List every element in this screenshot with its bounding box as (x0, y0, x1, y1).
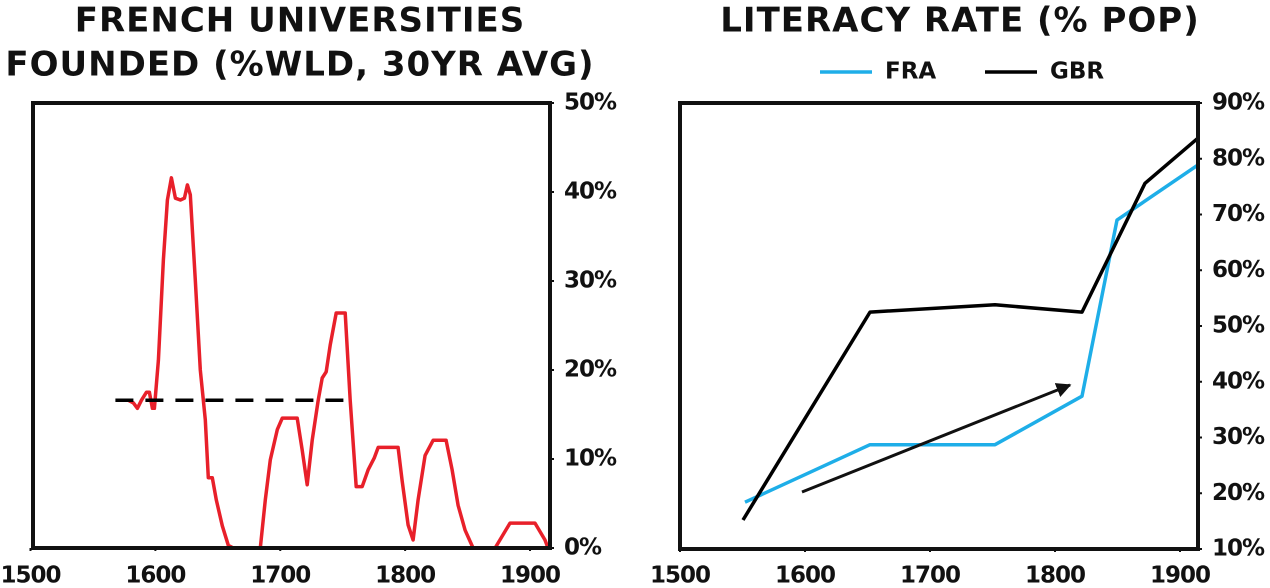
y-tick-label: 0% (564, 535, 602, 561)
y-tick-label: 30% (564, 268, 617, 294)
plot-frame (31, 101, 552, 550)
y-tick-label: 50% (1212, 313, 1265, 339)
trend-arrow (801, 383, 1072, 494)
y-tick-label: 40% (564, 179, 617, 205)
x-tick-label: 1500 (650, 563, 710, 588)
y-tick-label: 60% (1212, 257, 1265, 283)
y-tick-label: 70% (1212, 201, 1265, 227)
x-tick-label: 1700 (900, 563, 960, 588)
y-tick-label: 50% (564, 90, 617, 116)
plot-frame (678, 101, 1200, 551)
y-tick-label: 30% (1212, 424, 1265, 450)
data-line (127, 176, 550, 550)
x-tick-label: 1600 (775, 563, 835, 588)
chart-title: LITERACY RATE (% POP) (720, 1, 1199, 41)
x-tick-label: 1900 (1150, 563, 1210, 588)
x-tick-label: 1900 (500, 563, 560, 588)
data-line (741, 136, 1200, 521)
x-tick-label: 1800 (1025, 563, 1085, 588)
legend-label: GBR (1050, 59, 1104, 85)
x-tick-label: 1500 (0, 563, 60, 588)
x-tick-label: 1800 (375, 563, 435, 588)
y-tick-label: 20% (1212, 480, 1265, 506)
y-tick-label: 90% (1212, 90, 1265, 116)
x-tick-label: 1600 (125, 563, 185, 588)
chart-title: FRENCH UNIVERSITIES (75, 1, 525, 41)
y-tick-label: 80% (1212, 145, 1265, 171)
y-tick-label: 10% (1212, 536, 1265, 562)
chart-title: FOUNDED (%WLD, 30YR AVG) (5, 45, 594, 85)
y-tick-label: 10% (564, 446, 617, 472)
y-tick-label: 40% (1212, 368, 1265, 394)
legend-label: FRA (885, 59, 936, 85)
y-tick-label: 20% (564, 357, 617, 383)
x-tick-label: 1700 (250, 563, 310, 588)
